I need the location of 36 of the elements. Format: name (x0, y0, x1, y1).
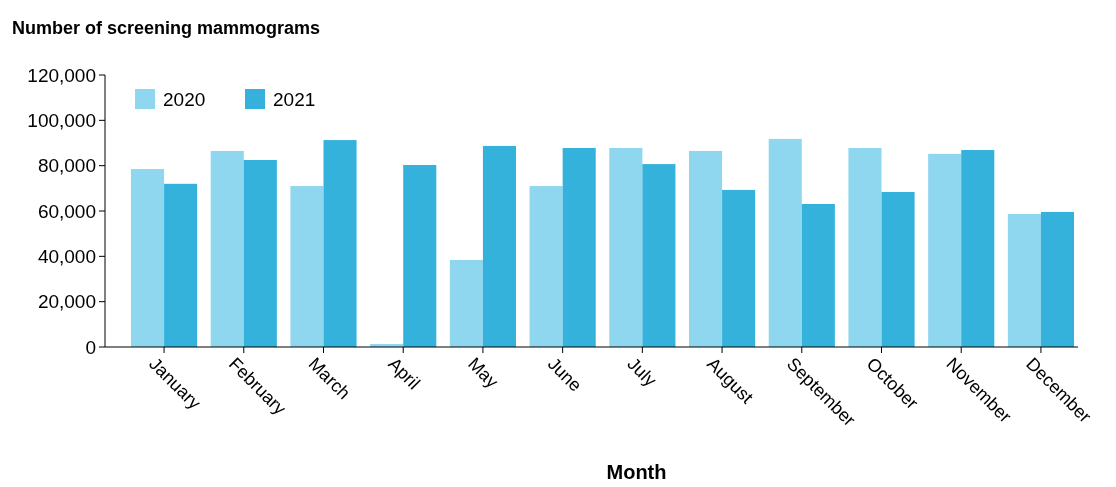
y-tick-label: 80,000 (37, 155, 96, 177)
bar (290, 186, 324, 347)
y-axis-title: Number of screening mammograms (12, 18, 321, 38)
legend-label: 2021 (273, 88, 316, 110)
bar (1007, 213, 1041, 347)
bar (562, 147, 596, 347)
bar (609, 147, 643, 347)
y-tick-label: 60,000 (37, 200, 96, 222)
bar (801, 203, 835, 347)
bar (722, 189, 756, 347)
bar (688, 150, 723, 347)
bar (529, 186, 563, 347)
bar (482, 145, 517, 347)
y-tick-label: 100,000 (27, 109, 96, 131)
y-tick-label: 20,000 (37, 291, 96, 313)
bar (449, 259, 483, 347)
bar (1040, 211, 1075, 347)
bar (403, 164, 437, 347)
y-tick-label: 0 (85, 336, 96, 358)
bar (164, 183, 198, 347)
bar (961, 150, 995, 347)
x-tick-label: April (384, 353, 424, 394)
x-axis-title: Month (606, 461, 667, 483)
bar (768, 138, 802, 347)
y-tick-label: 120,000 (27, 64, 96, 86)
bar (130, 169, 165, 347)
bar (210, 150, 244, 347)
x-tick-label: July (623, 353, 661, 391)
bar (928, 153, 962, 347)
bar (881, 191, 915, 347)
y-tick-label: 40,000 (37, 245, 96, 267)
bar (323, 140, 357, 347)
bar (243, 160, 277, 347)
bar (642, 164, 676, 347)
bar (848, 147, 882, 347)
legend-label: 2020 (163, 88, 206, 110)
